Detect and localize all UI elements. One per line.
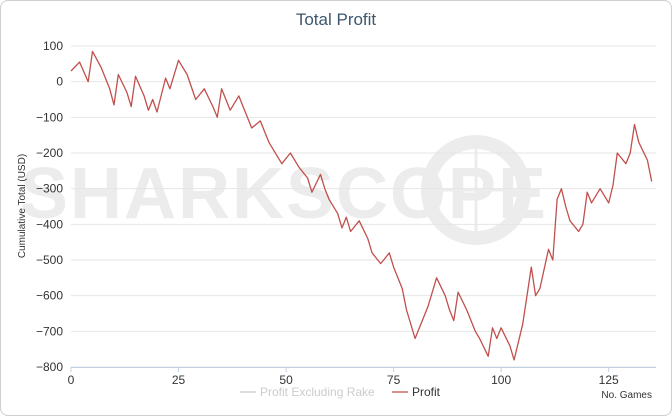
y-tick-label: −600: [36, 289, 63, 303]
y-axis-label: Cumulative Total (USD): [17, 154, 28, 258]
y-tick-label: −200: [36, 146, 63, 160]
x-tick-label: 125: [599, 373, 619, 387]
legend-item-0[interactable]: Profit Excluding Rake: [260, 385, 375, 399]
chart-title: Total Profit: [296, 10, 377, 29]
y-tick-label: 0: [56, 75, 63, 89]
legend: Profit Excluding Rake Profit: [240, 385, 441, 399]
x-axis-label: No. Games: [601, 390, 652, 401]
scope-icon: [421, 135, 531, 245]
y-tick-label: −500: [36, 253, 63, 267]
y-tick-label: 100: [43, 39, 63, 53]
legend-item-1[interactable]: Profit: [412, 385, 441, 399]
series-line-1: [70, 50, 653, 361]
x-tick-label: 75: [387, 373, 401, 387]
y-tick-label: −400: [36, 217, 63, 231]
y-tick-label: −100: [36, 110, 63, 124]
x-tick-label: 100: [491, 373, 511, 387]
watermark-text: SHARKSCOPE: [20, 154, 548, 234]
y-tick-label: −300: [36, 182, 63, 196]
x-tick-label: 50: [279, 373, 293, 387]
x-tick-label: 25: [172, 373, 186, 387]
y-tick-label: −700: [36, 324, 63, 338]
x-tick-label: 0: [68, 373, 75, 387]
y-tick-label: −800: [36, 360, 63, 374]
